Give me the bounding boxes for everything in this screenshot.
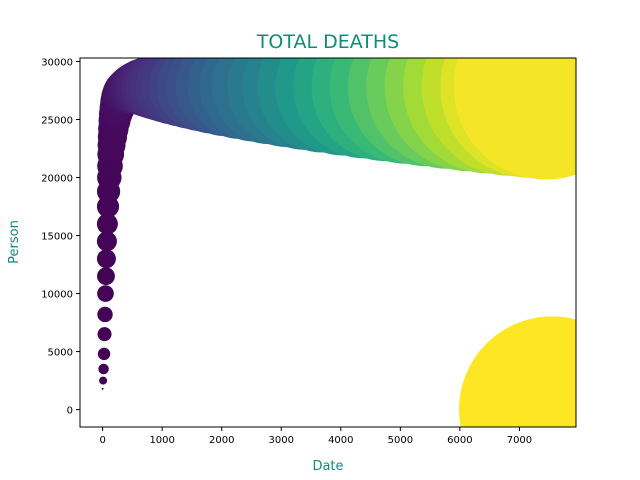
data-point	[97, 267, 115, 286]
y-tick-label: 0	[67, 406, 73, 417]
x-tick-label: 0	[99, 435, 105, 446]
plot-frame	[79, 57, 577, 428]
data-point	[96, 213, 118, 235]
data-point	[97, 306, 113, 323]
x-tick-label: 1000	[149, 435, 174, 446]
data-point	[96, 249, 116, 269]
x-tick-label: 4000	[328, 435, 353, 446]
data-points	[96, 58, 576, 427]
y-tick-label: 10000	[41, 290, 73, 301]
y-axis-title: Person	[7, 220, 22, 264]
y-tick-label: 25000	[41, 116, 73, 127]
x-tick-label: 6000	[447, 435, 472, 446]
x-axis-title: Date	[312, 459, 343, 474]
y-tick-label: 15000	[41, 232, 73, 243]
data-point	[98, 363, 109, 375]
x-tick-label: 7000	[507, 435, 532, 446]
x-tick-label: 3000	[269, 435, 294, 446]
x-axis: 0 1000 2000 3000 4000 5000 6000 7000	[99, 427, 532, 446]
x-tick-label: 2000	[209, 435, 234, 446]
data-point	[97, 285, 114, 302]
y-tick-label: 30000	[41, 57, 73, 68]
y-tick-label: 20000	[41, 174, 73, 185]
data-point	[96, 231, 117, 252]
data-point	[453, 58, 576, 180]
data-point	[99, 376, 108, 385]
data-point	[459, 316, 576, 427]
x-tick-label: 5000	[388, 435, 413, 446]
y-axis: 0 5000 10000 15000 20000 25000 30000	[41, 57, 80, 417]
data-point	[97, 347, 111, 361]
data-point	[101, 387, 104, 390]
data-point	[97, 327, 112, 342]
chart-title: TOTAL DEATHS	[256, 31, 399, 53]
y-tick-label: 5000	[48, 348, 73, 359]
